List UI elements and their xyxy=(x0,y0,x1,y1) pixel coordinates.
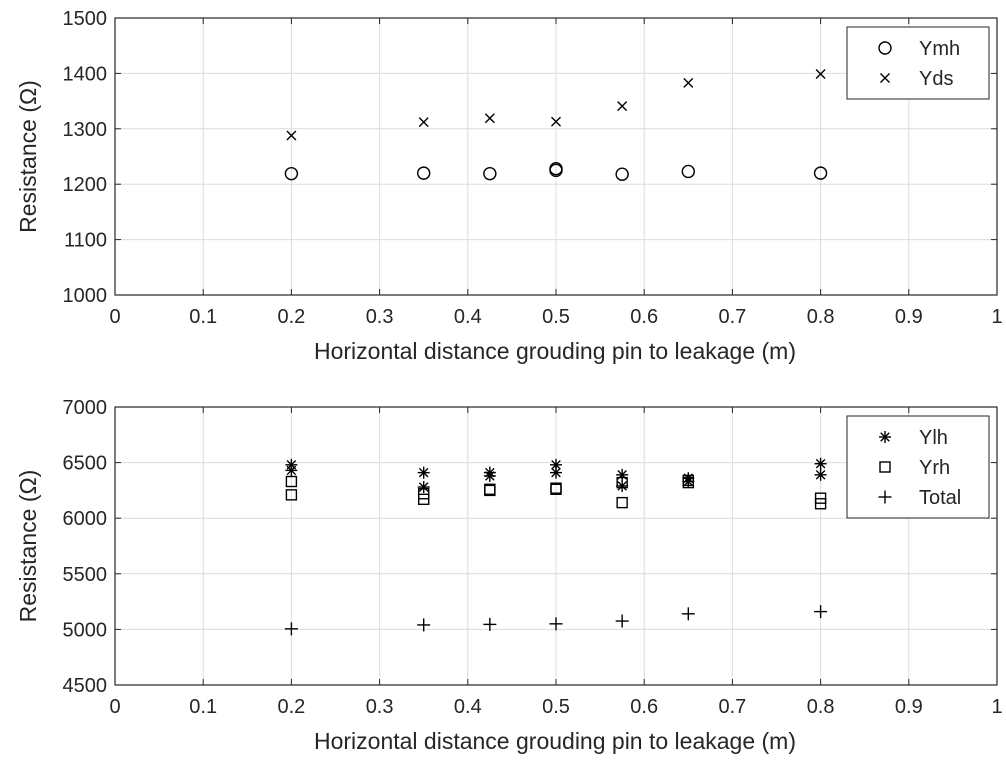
data-point-ylh xyxy=(616,468,629,481)
legend-box xyxy=(846,415,990,519)
x-tick-label: 0.3 xyxy=(366,306,394,328)
data-point-yrh xyxy=(484,484,496,497)
y-tick-label: 7000 xyxy=(63,397,108,419)
data-point-total xyxy=(615,614,629,628)
y-tick-label: 1000 xyxy=(63,285,108,307)
data-point-yds xyxy=(617,101,628,112)
data-point-yds xyxy=(683,77,694,88)
legend-label-yrh: Yrh xyxy=(919,457,950,479)
legend-marker-ylh xyxy=(879,431,891,443)
data-point-yds xyxy=(484,113,495,124)
x-tick-label: 0.3 xyxy=(366,696,394,718)
data-point-ylh xyxy=(417,481,430,494)
legend: Ylh Yrh Total xyxy=(846,415,990,519)
data-point-ymh xyxy=(681,164,695,179)
data-point-yrh xyxy=(814,498,827,510)
legend-box xyxy=(846,26,990,100)
x-axis-label: Horizontal distance grouding pin to leak… xyxy=(314,338,796,364)
data-point-ymh xyxy=(813,166,828,180)
y-axis-label: Resistance (Ω) xyxy=(15,470,41,623)
data-point-ymh xyxy=(615,167,629,181)
data-point-yrh xyxy=(285,475,298,488)
data-point-ylh xyxy=(483,469,496,482)
legend-label-ymh: Ymh xyxy=(919,38,960,60)
data-point-ylh xyxy=(285,464,298,477)
series-ymh xyxy=(284,161,828,181)
data-point-ymh xyxy=(483,166,497,181)
data-point-yrh xyxy=(550,483,562,495)
data-point-yrh xyxy=(682,476,694,489)
legend-label-total: Total xyxy=(919,487,961,509)
x-tick-label: 0.1 xyxy=(189,306,217,328)
x-tick-label: 1 xyxy=(991,306,1002,328)
data-point-total xyxy=(417,618,431,632)
y-tick-label: 5000 xyxy=(63,619,108,641)
data-point-ylh xyxy=(814,468,827,481)
x-tick-label: 0 xyxy=(109,696,120,718)
data-point-total xyxy=(549,617,563,631)
x-axis-label: Horizontal distance grouding pin to leak… xyxy=(314,728,796,754)
data-point-yrh xyxy=(285,489,298,501)
legend-marker-total xyxy=(878,490,892,504)
y-axis-label: Resistance (Ω) xyxy=(15,80,41,233)
legend: Ymh Yds xyxy=(846,26,990,100)
x-tick-label: 0.7 xyxy=(718,696,746,718)
x-tick-label: 0.6 xyxy=(630,696,658,718)
series-yds xyxy=(286,68,826,141)
legend-marker-yrh xyxy=(879,461,891,473)
x-tick-label: 0.4 xyxy=(454,306,482,328)
data-point-yds xyxy=(551,116,561,127)
data-point-total xyxy=(284,622,298,636)
x-tick-label: 1 xyxy=(991,696,1002,718)
x-tick-label: 0.8 xyxy=(807,306,835,328)
series-yrh xyxy=(285,474,827,510)
data-point-ylh xyxy=(417,466,430,479)
data-point-yrh xyxy=(616,496,628,509)
legend-marker-yds xyxy=(880,73,890,83)
x-tick-label: 0.9 xyxy=(895,696,923,718)
y-tick-label: 1100 xyxy=(64,230,107,252)
y-tick-label: 1200 xyxy=(63,174,108,196)
x-tick-label: 0.4 xyxy=(454,696,482,718)
x-tick-label: 0.1 xyxy=(189,696,217,718)
y-tick-label: 5500 xyxy=(63,564,108,586)
series-total xyxy=(284,605,828,636)
bottom-scatter-chart: 0 0.1 0.2 0.3 0.4 0.5 0.6 0.7 0.8 0.9 1 4500 5000 550… xyxy=(15,397,1003,754)
data-point-yrh xyxy=(418,493,430,505)
y-tick-label: 6500 xyxy=(63,453,108,475)
x-tick-label: 0.6 xyxy=(630,306,658,328)
x-tick-label: 0.8 xyxy=(807,696,835,718)
x-tick-label: 0.9 xyxy=(895,306,923,328)
data-point-yrh xyxy=(616,476,628,489)
x-tick-label: 0.2 xyxy=(277,306,305,328)
y-tick-label: 1500 xyxy=(63,8,108,30)
data-point-ymh xyxy=(417,166,431,180)
data-point-yds xyxy=(418,117,429,128)
legend-label-ylh: Ylh xyxy=(919,427,948,449)
x-tick-label: 0.2 xyxy=(277,696,305,718)
x-tick-label: 0 xyxy=(109,306,120,328)
data-point-ylh xyxy=(814,457,827,470)
data-point-total xyxy=(814,605,828,619)
data-point-total xyxy=(681,607,695,621)
data-point-ymh xyxy=(284,166,299,181)
y-tick-label: 1300 xyxy=(63,119,108,141)
y-tick-label: 6000 xyxy=(63,508,108,530)
x-tick-label: 0.5 xyxy=(542,696,570,718)
data-point-yds xyxy=(286,130,297,141)
legend-label-yds: Yds xyxy=(919,68,953,90)
data-point-ymh xyxy=(549,161,563,176)
y-tick-label: 4500 xyxy=(63,675,108,697)
data-point-total xyxy=(483,617,497,631)
data-point-ylh xyxy=(550,466,562,479)
series-ylh xyxy=(285,457,827,494)
x-tick-label: 0.7 xyxy=(718,306,746,328)
data-point-ylh xyxy=(616,479,629,492)
y-tick-label: 1400 xyxy=(63,63,108,85)
data-point-yds xyxy=(815,68,826,79)
legend-marker-ymh xyxy=(878,41,892,55)
top-scatter-chart: 0 0.1 0.2 0.3 0.4 0.5 0.6 0.7 0.8 0.9 1 1000 1100 120… xyxy=(15,8,1003,364)
x-tick-label: 0.5 xyxy=(542,306,570,328)
